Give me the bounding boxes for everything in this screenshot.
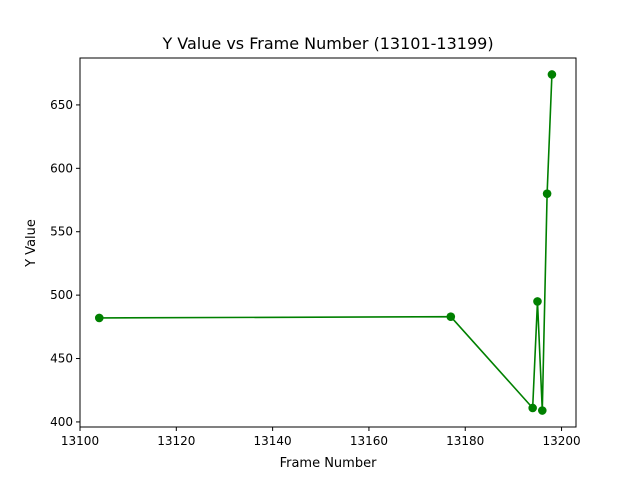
y-tick-label: 550 [50,225,73,239]
y-tick-label: 650 [50,98,73,112]
series-layer [94,70,557,415]
y-axis-ticks: 400 450 500 550 600 650 [50,98,80,429]
x-tick-label: 13200 [542,434,580,448]
y-tick-label: 500 [50,288,73,302]
x-tick-label: 13100 [61,434,99,448]
x-axis-ticks: 13100 13120 13140 13160 13180 13200 [61,427,581,448]
x-tick-label: 13160 [350,434,388,448]
data-point [547,70,557,79]
plot-background [80,58,576,427]
data-point [94,313,104,323]
data-point [542,189,552,198]
plot-area [80,58,576,427]
data-point [537,406,547,415]
y-tick-label: 450 [50,352,73,366]
y-tick-label: 400 [50,415,73,429]
x-tick-label: 13180 [446,434,484,448]
y-tick-label: 600 [50,161,73,175]
x-axis-label: Frame Number [280,456,378,471]
x-tick-label: 13120 [157,434,195,448]
data-point [528,403,537,413]
data-point [533,297,542,306]
y-axis-label: Y Value [24,219,39,268]
chart-title: Y Value vs Frame Number (13101-13199) [161,34,493,53]
data-point [446,312,456,321]
plot-frame [79,57,577,428]
x-tick-label: 13140 [254,434,292,448]
